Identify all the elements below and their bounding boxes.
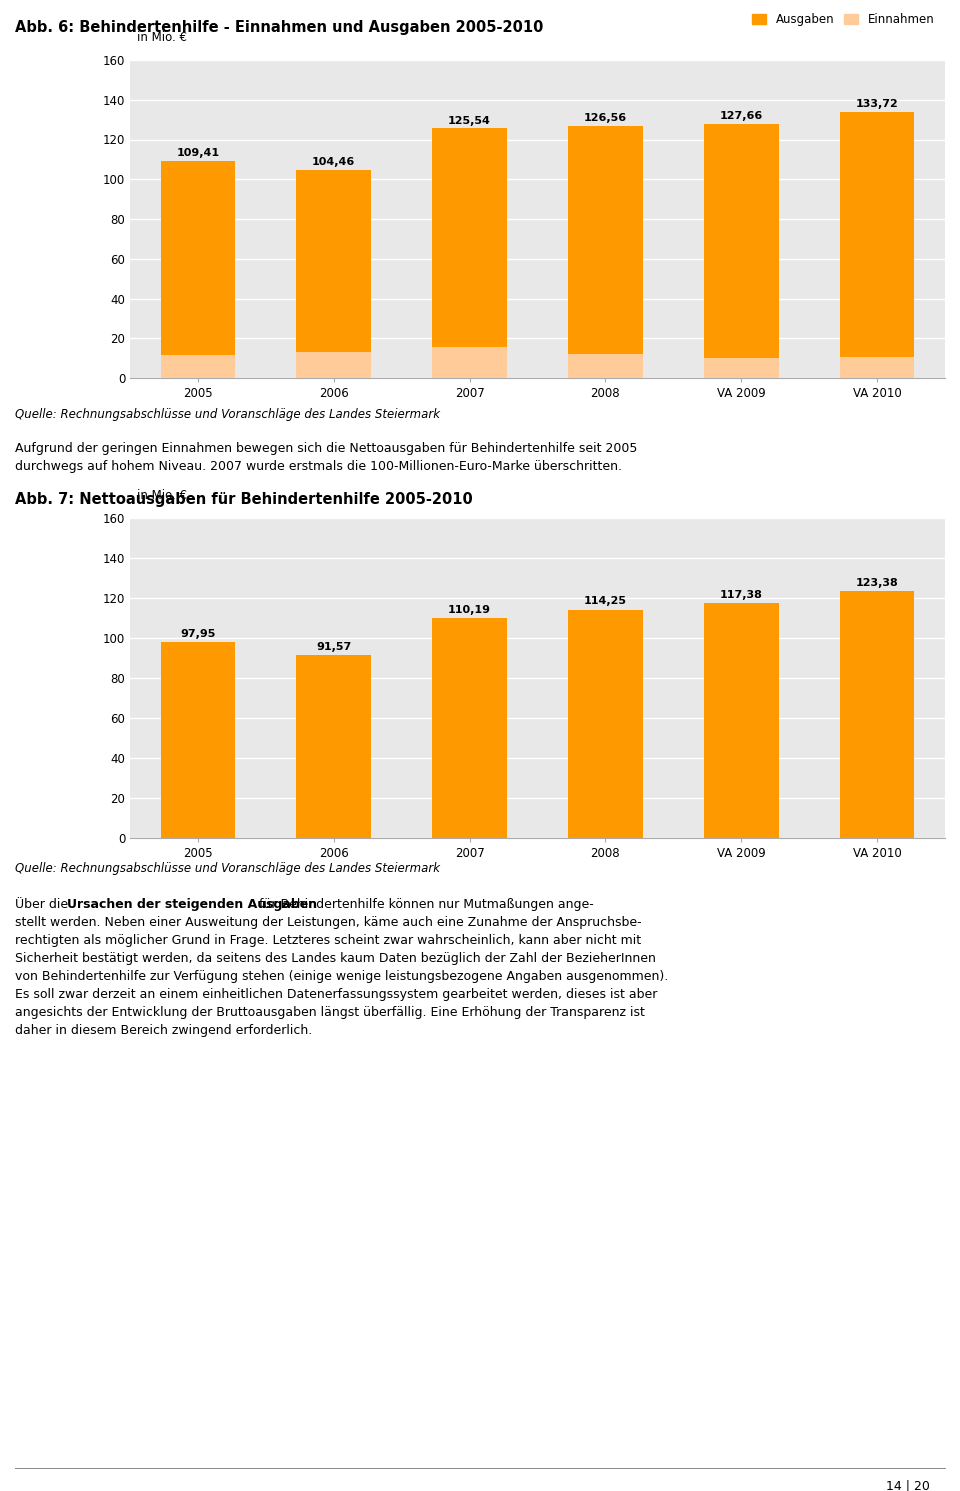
Text: angesichts der Entwicklung der Bruttoausgaben längst überfällig. Eine Erhöhung d: angesichts der Entwicklung der Bruttoaus… [15, 1006, 645, 1018]
Bar [568, 127, 643, 379]
Text: rechtigten als möglicher Grund in Frage. Letzteres scheint zwar wahrscheinlich, : rechtigten als möglicher Grund in Frage.… [15, 933, 641, 947]
Text: 123,38: 123,38 [855, 579, 899, 589]
Bar [840, 112, 915, 379]
Text: Aufgrund der geringen Einnahmen bewegen sich die Nettoausgaben für Behindertenhi: Aufgrund der geringen Einnahmen bewegen … [15, 441, 637, 455]
Legend: Ausgaben, Einnahmen: Ausgaben, Einnahmen [748, 9, 939, 31]
Text: 125,54: 125,54 [448, 115, 491, 125]
Text: 15,35: 15,35 [452, 358, 487, 368]
Text: Sicherheit bestätigt werden, da seitens des Landes kaum Daten bezüglich der Zahl: Sicherheit bestätigt werden, da seitens … [15, 951, 656, 965]
Bar [840, 592, 915, 838]
Bar [160, 355, 235, 379]
Bar [704, 604, 779, 838]
Bar [568, 353, 643, 379]
Text: von Behindertenhilfe zur Verfügung stehen (einige wenige leistungsbezogene Angab: von Behindertenhilfe zur Verfügung stehe… [15, 971, 668, 983]
Bar [704, 124, 779, 379]
Text: 109,41: 109,41 [177, 148, 220, 158]
Text: Quelle: Rechnungsabschlüsse und Voranschläge des Landes Steiermark: Quelle: Rechnungsabschlüsse und Voransch… [15, 862, 440, 875]
Text: 91,57: 91,57 [316, 641, 351, 652]
Text: durchwegs auf hohem Niveau. 2007 wurde erstmals die 100-Millionen-Euro-Marke übe: durchwegs auf hohem Niveau. 2007 wurde e… [15, 461, 622, 473]
Text: in Mio. €: in Mio. € [136, 489, 187, 502]
Text: Es soll zwar derzeit an einem einheitlichen Datenerfassungssystem gearbeitet wer: Es soll zwar derzeit an einem einheitlic… [15, 989, 658, 1000]
Bar [160, 161, 235, 379]
Bar [432, 128, 507, 379]
Bar [568, 610, 643, 838]
Bar [704, 358, 779, 379]
Text: 110,19: 110,19 [448, 605, 492, 614]
Text: 117,38: 117,38 [720, 590, 762, 601]
Bar [297, 352, 372, 379]
Text: 12,31: 12,31 [588, 361, 623, 371]
Bar [160, 643, 235, 838]
Text: 104,46: 104,46 [312, 158, 355, 167]
Text: 12,89: 12,89 [316, 361, 351, 370]
Bar [432, 347, 507, 379]
Text: Ursachen der steigenden Ausgaben: Ursachen der steigenden Ausgaben [67, 898, 317, 911]
Text: 10,34: 10,34 [859, 362, 895, 373]
Text: 97,95: 97,95 [180, 629, 216, 640]
Text: 11,46: 11,46 [180, 362, 216, 371]
Bar [297, 170, 372, 379]
Bar [297, 655, 372, 838]
Bar [432, 617, 507, 838]
Text: für Behindertenhilfe können nur Mutmaßungen ange-: für Behindertenhilfe können nur Mutmaßun… [255, 898, 593, 911]
Text: stellt werden. Neben einer Ausweitung der Leistungen, käme auch eine Zunahme der: stellt werden. Neben einer Ausweitung de… [15, 915, 641, 929]
Text: Quelle: Rechnungsabschlüsse und Voranschläge des Landes Steiermark: Quelle: Rechnungsabschlüsse und Voransch… [15, 409, 440, 420]
Text: Abb. 7: Nettoausgaben für Behindertenhilfe 2005-2010: Abb. 7: Nettoausgaben für Behindertenhil… [15, 492, 472, 507]
Text: 14 | 20: 14 | 20 [886, 1481, 930, 1491]
Text: Über die: Über die [15, 898, 72, 911]
Text: 126,56: 126,56 [584, 113, 627, 124]
Text: daher in diesem Bereich zwingend erforderlich.: daher in diesem Bereich zwingend erforde… [15, 1024, 312, 1038]
Text: 114,25: 114,25 [584, 596, 627, 607]
Text: Abb. 6: Behindertenhilfe - Einnahmen und Ausgaben 2005-2010: Abb. 6: Behindertenhilfe - Einnahmen und… [15, 19, 543, 34]
Bar [840, 358, 915, 379]
Text: 10,28: 10,28 [724, 362, 758, 373]
Text: 127,66: 127,66 [720, 112, 763, 121]
Text: in Mio. €: in Mio. € [136, 31, 187, 45]
Text: 133,72: 133,72 [855, 100, 899, 109]
